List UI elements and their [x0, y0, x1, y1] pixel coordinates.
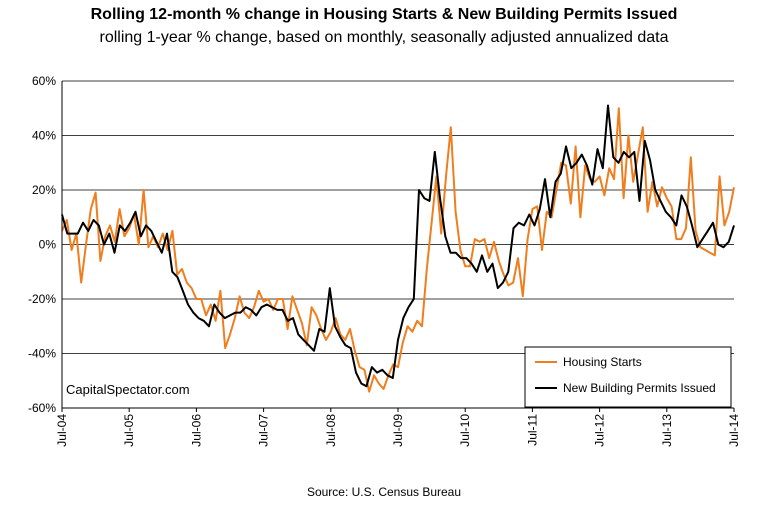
x-tick-label: Jul-09 [391, 414, 405, 447]
series-line-housing-starts [61, 107, 735, 393]
chart-subtitle: rolling 1-year % change, based on monthl… [99, 29, 669, 46]
legend-label-permits: New Building Permits Issued [563, 381, 716, 395]
y-tick-label: -40% [28, 347, 56, 361]
y-tick-label: 60% [32, 74, 56, 88]
x-tick-label: Jul-05 [122, 414, 136, 447]
x-tick-label: Jul-12 [593, 414, 607, 447]
x-tick-label: Jul-04 [55, 414, 69, 447]
legend-box [524, 346, 732, 408]
chart-source: Source: U.S. Census Bureau [306, 485, 462, 499]
y-tick-label: -20% [28, 292, 56, 306]
x-tick-label: Jul-14 [727, 414, 741, 447]
x-tick-label: Jul-10 [458, 414, 472, 447]
x-tick-label: Jul-11 [525, 414, 539, 446]
x-tick-label: Jul-13 [660, 414, 674, 447]
y-tick-label: 40% [32, 129, 56, 143]
x-tick-label: Jul-07 [257, 414, 271, 447]
x-tick-label: Jul-08 [324, 414, 338, 447]
y-tick-label: 20% [32, 183, 56, 197]
y-tick-label: -60% [28, 401, 56, 415]
watermark: CapitalSpectator.com [66, 382, 190, 397]
series-line-building-permits [61, 104, 735, 388]
legend-label-housing-starts: Housing Starts [563, 355, 642, 369]
x-tick-label: Jul-06 [189, 414, 203, 447]
chart-title: Rolling 12-month % change in Housing Sta… [90, 6, 678, 23]
y-tick-label: 0% [39, 238, 57, 252]
